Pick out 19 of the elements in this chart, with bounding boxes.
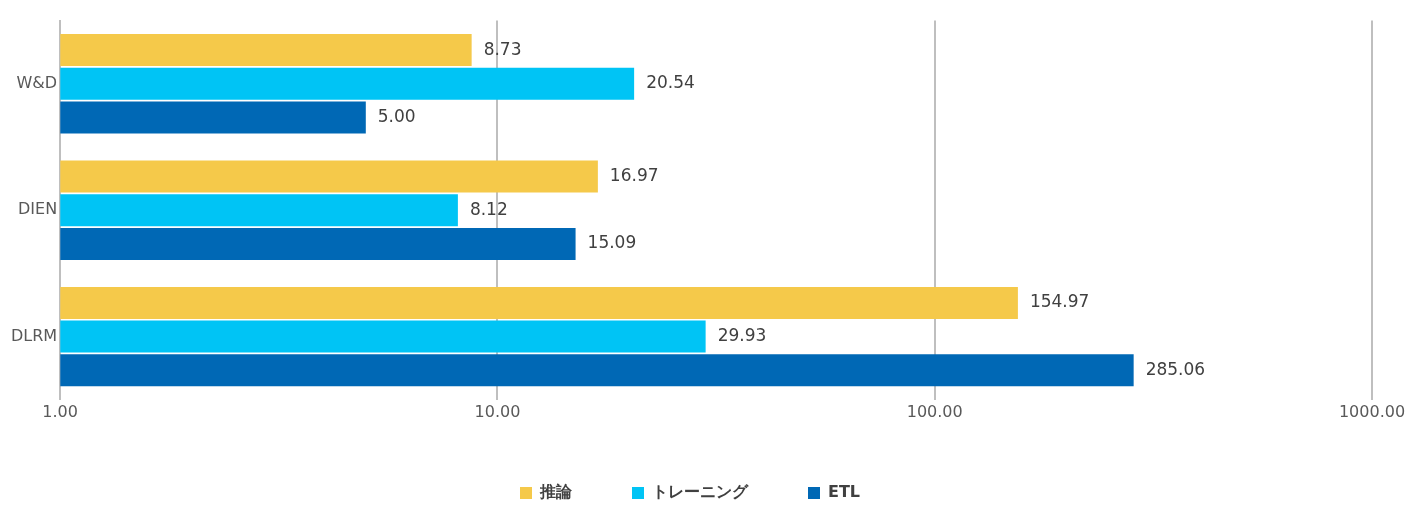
x-tick-label: 100.00 xyxy=(906,401,963,421)
y-tick-label: DIEN xyxy=(18,199,58,219)
data-label: 8.12 xyxy=(469,198,508,219)
x-tick-label: 1000.00 xyxy=(1338,401,1406,421)
data-label: 16.97 xyxy=(609,164,659,185)
data-label: 15.09 xyxy=(587,232,637,253)
x-tick-label: 1.00 xyxy=(42,401,78,421)
legend-label: ETL xyxy=(827,482,861,502)
y-tick-label: DLRM xyxy=(11,325,58,345)
y-tick-label: W&D xyxy=(16,72,58,92)
legend-label: 推論 xyxy=(538,482,573,502)
data-label: 285.06 xyxy=(1145,358,1206,379)
data-label: 5.00 xyxy=(377,105,416,126)
legend-label: トレーニング xyxy=(651,482,749,502)
data-label: 20.54 xyxy=(646,72,695,93)
data-label: 29.93 xyxy=(717,325,767,346)
data-label: 154.97 xyxy=(1029,291,1090,312)
data-label: 8.73 xyxy=(483,38,522,59)
x-tick-label: 10.00 xyxy=(474,401,521,421)
